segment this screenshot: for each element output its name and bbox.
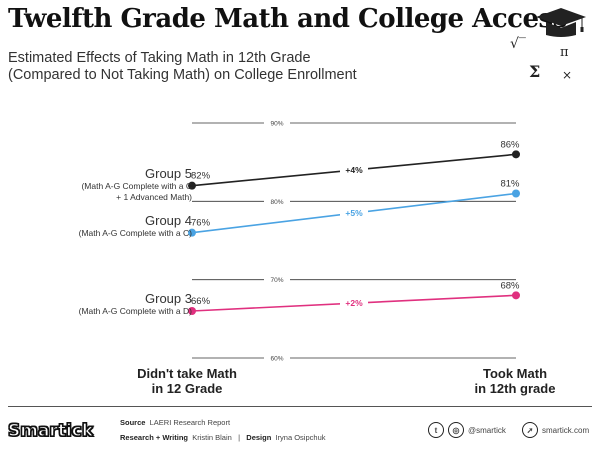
x-category-after-line1: Took Math (482, 366, 548, 381)
times-symbol: × (562, 68, 573, 82)
twitter-icon[interactable]: t (428, 422, 444, 438)
data-point (512, 150, 520, 159)
change-label-bg (340, 164, 368, 175)
change-label: +4% (345, 165, 363, 175)
x-category-before-line1: Didn't take Math (137, 366, 237, 381)
subtitle: Estimated Effects of Taking Math in 12th… (8, 50, 357, 84)
data-point (188, 228, 196, 237)
pi-symbol: π (560, 45, 569, 60)
design-label: Design (246, 433, 272, 442)
design-value: Iryna Osipchuk (275, 433, 326, 442)
smartick-logo: Smartick (7, 420, 94, 441)
group-label: Group 4 (Math A-G Complete with a C) (79, 213, 192, 239)
data-point (188, 307, 196, 315)
x-category-after-line2: in 12th grade (474, 381, 556, 396)
value-label: 86% (500, 139, 520, 150)
group-name: Group 3 (145, 291, 192, 306)
research-value: Kristin Blain (192, 433, 232, 442)
gridline-label-bg (264, 197, 290, 206)
research-label: Research + Writing (120, 433, 189, 442)
source-credit: Source LAERI Research Report (120, 418, 230, 427)
value-label: 68% (500, 280, 520, 291)
group-name: Group 5 (145, 165, 192, 181)
sigma-symbol: Σ (529, 62, 541, 81)
value-label: 82% (191, 171, 211, 182)
data-point (512, 189, 520, 198)
cursor-icon: ➚ (522, 422, 538, 438)
website-text[interactable]: smartick.com (542, 425, 590, 435)
sqrt-symbol: √‾ (510, 36, 526, 52)
group-description: (Math A-G Complete with a D) (78, 306, 192, 316)
slope-chart: 90% 80% 70% 60% 82% 86% +4% 76% 81% +5% 66% 68% +2% (188, 119, 520, 363)
group-label: Group 5 (Math A-G Complete with a C + 1 Ad… (81, 166, 192, 203)
page-title: Twelfth Grade Math and College Access (8, 4, 567, 34)
instagram-icon[interactable]: ◎ (448, 422, 464, 438)
change-label: +2% (345, 298, 363, 308)
change-label-bg (340, 207, 368, 219)
x-category-before-line2: in 12 Grade (151, 381, 223, 396)
gridline-label-bg (264, 119, 290, 127)
subtitle-line-2: (Compared to Not Taking Math) on College… (8, 67, 357, 83)
authors-credit: Research + Writing Kristin Blain | Desig… (120, 433, 326, 442)
social-handle[interactable]: @smartick (468, 425, 506, 435)
value-label: 81% (500, 179, 520, 190)
group-description: + 1 Advanced Math) (116, 191, 192, 202)
data-point (512, 291, 520, 300)
group-description: (Math A-G Complete with a C) (78, 227, 192, 238)
gridline-label: 90% (270, 121, 283, 128)
subtitle-line-1: Estimated Effects of Taking Math in 12th… (8, 50, 311, 66)
source-value: LAERI Research Report (149, 418, 231, 427)
graduation-cap-icon (536, 8, 586, 37)
gridline-label-bg (264, 275, 290, 284)
gridline-label: 80% (270, 199, 283, 206)
x-category-after: Took Math in 12th grade (440, 366, 590, 396)
gridline-label-bg (264, 354, 290, 362)
website-link[interactable]: ➚ smartick.com (522, 422, 589, 438)
gridline-label: 70% (270, 277, 283, 284)
social-links: t ◎ @smartick (428, 422, 506, 438)
separator: | (238, 433, 241, 442)
group-label: Group 3 (Math A-G Complete with a D) (79, 291, 192, 317)
change-label: +5% (345, 208, 363, 218)
change-label-bg (340, 297, 368, 309)
gridline-label: 60% (270, 356, 283, 363)
group-description: (Math A-G Complete with a C (81, 180, 192, 191)
value-label: 66% (191, 296, 211, 307)
math-decoration: √‾ π Σ × (500, 0, 600, 100)
value-label: 76% (191, 218, 211, 229)
x-category-before: Didn't take Math in 12 Grade (112, 366, 262, 396)
footer-divider (8, 406, 592, 407)
group-name: Group 4 (145, 212, 192, 228)
data-point (188, 181, 196, 190)
source-label: Source (120, 418, 146, 427)
